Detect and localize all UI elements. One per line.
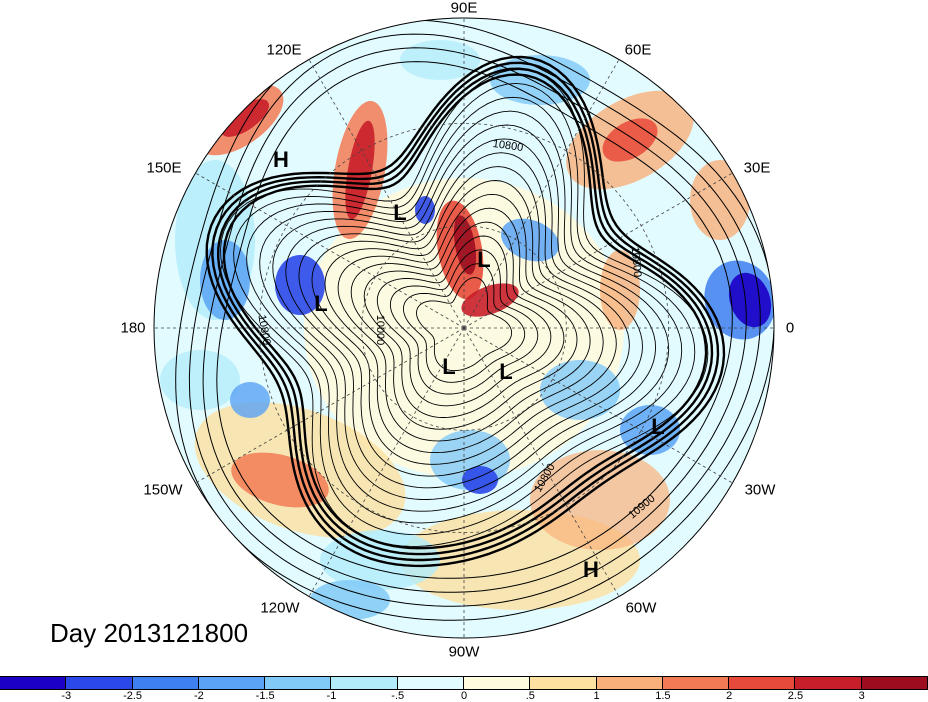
meridian-line [463,59,620,329]
colorbar-tick-label: -3 [61,690,72,702]
anomaly-patch [160,350,240,410]
map-boundary [153,17,775,639]
height-contour [298,152,630,477]
meridian-line [195,327,465,484]
colorbar-tick-label: 2.5 [787,690,804,702]
anomaly-patch [221,99,269,137]
high-center: H [583,557,599,582]
lon-label-60w: 60W [625,599,657,617]
colorbar-swatch [265,677,332,689]
low-center: L [442,354,456,379]
colorbar-tick-label: -.5 [391,690,405,702]
colorbar-swatch [596,677,663,689]
colorbar-swatch [198,677,266,689]
colorbar-tick-label: 3 [858,690,865,702]
high-center: H [273,147,289,172]
graticule [154,18,774,638]
colorbar [0,676,928,690]
height-contour [337,193,591,442]
colorbar-tick-label: -1 [326,690,337,702]
low-center: L [499,359,513,384]
colorbar-swatch [729,677,796,689]
anomaly-patch [461,283,519,317]
lon-label-90e: 90E [450,0,478,17]
meridian-line [308,59,465,329]
low-center: L [393,200,407,225]
lon-label-0: 0 [785,319,795,337]
colorbar-tick-label: 2 [726,690,733,702]
colorbar-swatch [463,677,531,689]
lon-label-180: 180 [120,319,146,337]
height-contour [202,47,747,593]
anomaly-patch [690,160,750,240]
colorbar-tick-label: -1.5 [255,690,275,702]
anomaly-patch [310,580,390,620]
colorbar-tick-label: 0 [460,690,468,702]
contour-label: 10000 [374,314,386,346]
anomaly-patch [320,530,440,590]
meridian-line [463,172,733,329]
contour-label: 10800 [628,246,644,278]
colorbar-tick-label: 1.5 [655,690,671,702]
colorbar-swatch [331,677,398,689]
colorbar-tick-label: -2 [193,690,204,702]
anomaly-patch [400,40,480,80]
anomaly-patch [540,360,620,420]
colorbar-swatch [795,677,862,689]
date-label: Day 2013121800 [50,618,249,648]
colorbar-tick-label: -2.5 [123,690,143,702]
colorbar-swatch [0,677,67,689]
lon-label-150e: 150E [146,159,182,177]
colorbar-swatch [66,677,133,689]
colorbar-swatch [861,677,928,689]
colorbar-swatch [397,677,464,689]
lon-label-150w: 150W [143,481,183,499]
anomaly-patch [230,382,270,418]
meridian-line [463,327,733,484]
meridian-line [463,327,620,597]
low-center: L [477,247,491,272]
lon-label-120w: 120W [260,599,300,617]
anomaly-patch [530,450,670,550]
low-center: L [651,414,665,439]
lon-label-30e: 30E [743,159,771,177]
lon-label-120e: 120E [266,41,302,59]
colorbar-swatch [662,677,730,689]
meridian-line [195,172,465,329]
colorbar-tick-label: 1 [593,690,600,702]
colorbar-swatch [530,677,597,689]
anomaly-patch [600,250,640,330]
colorbar-tick-label: .5 [525,690,535,702]
anomaly-patch [462,466,498,494]
lon-label-30w: 30W [744,481,776,499]
colorbar-swatch [132,677,199,689]
lon-label-90w: 90W [448,643,480,661]
low-center: L [314,291,328,316]
lon-label-60e: 60E [624,41,652,59]
meridian-line [308,327,465,597]
